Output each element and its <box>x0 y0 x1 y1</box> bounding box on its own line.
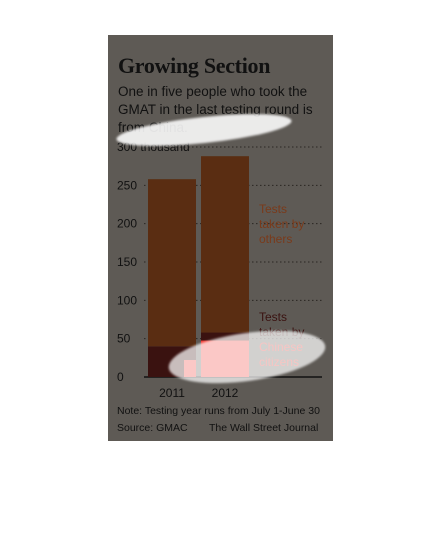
bar-others <box>201 156 249 333</box>
chart-note: Note: Testing year runs from July 1-June… <box>117 405 320 417</box>
chart-source: Source: GMAC <box>117 422 188 434</box>
bar-chinese-highlight <box>184 360 196 377</box>
x-tick-label: 2012 <box>212 386 239 400</box>
series-label-others: taken by <box>259 217 304 231</box>
chart-credit: The Wall Street Journal <box>209 422 319 434</box>
bar-chinese-highlight <box>201 340 249 377</box>
y-tick-label: 150 <box>117 255 137 269</box>
chart-graphic: Growing Section One in five people who t… <box>108 35 333 441</box>
series-label-others: others <box>259 232 292 246</box>
bars <box>148 156 249 377</box>
bar-others <box>148 179 196 347</box>
y-tick-label: 300 thousand <box>117 140 190 154</box>
bar-chart: 0 50 100 150 200 250 300 thousand 2011 2012 Tests… <box>117 140 322 400</box>
x-tick-label: 2011 <box>159 386 185 400</box>
y-tick-label: 200 <box>117 217 137 231</box>
series-label-chinese: Tests <box>259 310 287 324</box>
series-label-chinese: citizens <box>259 355 299 369</box>
series-label-chinese: taken by <box>259 325 304 339</box>
y-tick-label: 0 <box>117 370 124 384</box>
series-label-chinese: Chinese <box>259 340 303 354</box>
series-label-others: Tests <box>259 202 287 216</box>
y-tick-label: 50 <box>117 332 131 346</box>
chart-title: Growing Section <box>118 53 271 78</box>
y-tick-label: 100 <box>117 293 137 307</box>
y-tick-label: 250 <box>117 178 137 192</box>
